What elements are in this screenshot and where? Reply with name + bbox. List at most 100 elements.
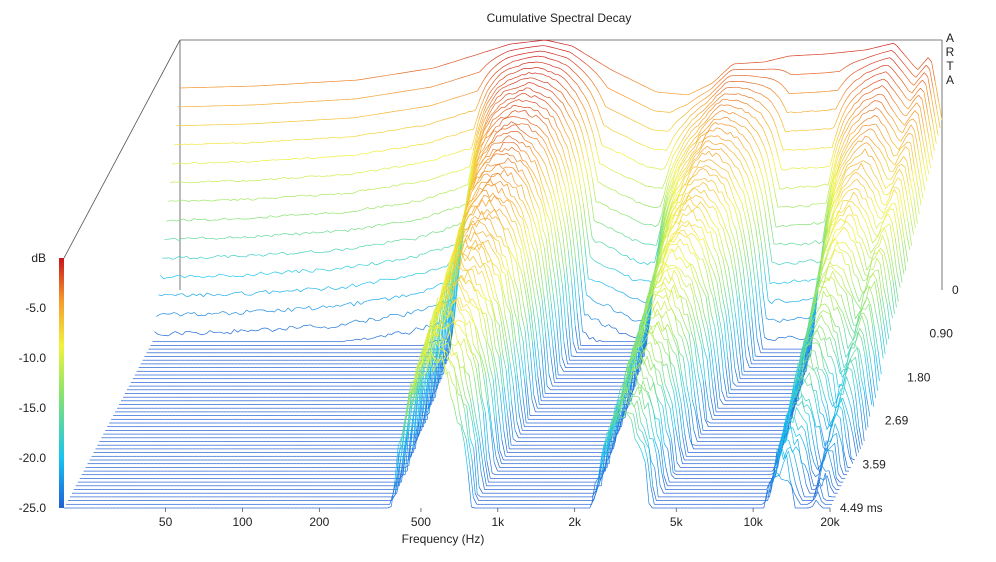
slice-segment: [230, 198, 235, 201]
slice-segment: [844, 77, 849, 82]
slice-segment: [855, 188, 860, 191]
slice-segment: [551, 71, 555, 75]
slice-segment: [291, 269, 296, 273]
slice-segment: [244, 330, 249, 332]
slice-segment: [849, 82, 854, 87]
slice-segment: [178, 332, 183, 336]
slice-segment: [886, 43, 891, 46]
slice-segment: [675, 157, 680, 164]
slice-segment: [914, 94, 919, 99]
slice-segment: [564, 273, 569, 314]
slice-segment: [891, 67, 895, 73]
slice-segment: [597, 222, 602, 224]
slice-segment: [869, 164, 874, 174]
slice-segment: [226, 275, 230, 278]
slice-segment: [402, 165, 406, 168]
slice-segment: [492, 117, 497, 121]
slice-segment: [235, 255, 239, 257]
slice-segment: [562, 196, 568, 216]
slice-segment: [748, 169, 754, 179]
slice-segment: [781, 122, 786, 133]
slice-segment: [667, 198, 672, 211]
slice-segment: [544, 56, 549, 59]
slice-segment: [208, 275, 213, 278]
slice-segment: [713, 174, 718, 177]
slice-segment: [571, 282, 576, 327]
slice-segment: [206, 200, 210, 202]
slice-segment: [500, 91, 505, 96]
slice-segment: [851, 135, 856, 140]
slice-segment: [230, 329, 235, 335]
slice-segment: [895, 187, 900, 190]
slice-segment: [901, 146, 906, 153]
slice-segment: [538, 86, 543, 88]
slice-segment: [897, 177, 902, 182]
slice-segment: [628, 197, 633, 200]
slice-segment: [673, 202, 678, 210]
slice-segment: [716, 175, 721, 183]
slice-segment: [842, 152, 847, 160]
slice-segment: [477, 84, 482, 92]
slice-segment: [542, 73, 547, 77]
slice-segment: [229, 275, 234, 278]
slice-segment: [586, 64, 591, 68]
chart-title: Cumulative Spectral Decay: [487, 11, 632, 25]
slice-segment: [529, 136, 534, 139]
slice-segment: [435, 268, 440, 271]
slice-segment: [640, 300, 644, 303]
slice-segment: [571, 88, 576, 93]
slice-segment: [763, 145, 768, 156]
slice-segment: [684, 136, 689, 142]
slice-segment: [549, 152, 554, 160]
slice-segment: [495, 114, 500, 119]
slice-segment: [544, 133, 549, 138]
slice-segment: [893, 209, 898, 229]
slice-segment: [510, 60, 514, 64]
slice-segment: [878, 190, 883, 204]
slice-segment: [780, 69, 785, 72]
slice-segment: [560, 298, 565, 344]
slice-segment: [619, 291, 624, 293]
slice-segment: [871, 74, 876, 78]
slice-segment: [410, 220, 414, 222]
slice-segment: [584, 245, 589, 279]
slice-segment: [508, 43, 513, 45]
slice-segment: [158, 294, 162, 296]
slice-segment: [289, 325, 294, 328]
slice-segment: [300, 289, 305, 293]
slice-segment: [585, 146, 590, 163]
slice-segment: [597, 181, 602, 185]
slice-segment: [678, 116, 683, 121]
slice-segment: [365, 188, 370, 191]
slice-segment: [912, 118, 917, 124]
slice-segment: [369, 281, 374, 284]
slice-segment: [893, 42, 898, 47]
slice-segment: [893, 155, 897, 157]
slice-segment: [359, 115, 364, 118]
slice-segment: [729, 150, 734, 154]
slice-segment: [626, 77, 631, 80]
slice-segment: [629, 297, 634, 300]
slice-segment: [329, 212, 333, 214]
slice-segment: [577, 66, 582, 70]
slice-segment: [382, 93, 386, 96]
slice-segment: [444, 81, 449, 84]
slice-segment: [782, 186, 787, 190]
slice-segment: [175, 162, 180, 165]
slice-segment: [715, 102, 720, 105]
slice-segment: [501, 137, 506, 143]
slice-segment: [734, 207, 739, 220]
slice-segment: [422, 68, 426, 71]
slice-segment: [767, 300, 772, 304]
slice-segment: [562, 103, 567, 111]
slice-segment: [728, 124, 733, 127]
slice-segment: [474, 53, 479, 56]
slice-segment: [210, 293, 214, 297]
slice-segment: [448, 80, 452, 83]
slice-segment: [473, 90, 478, 93]
slice-segment: [310, 194, 314, 197]
slice-segment: [380, 75, 385, 77]
slice-segment: [773, 189, 779, 208]
slice-segment: [642, 243, 647, 245]
slice-segment: [352, 117, 357, 119]
